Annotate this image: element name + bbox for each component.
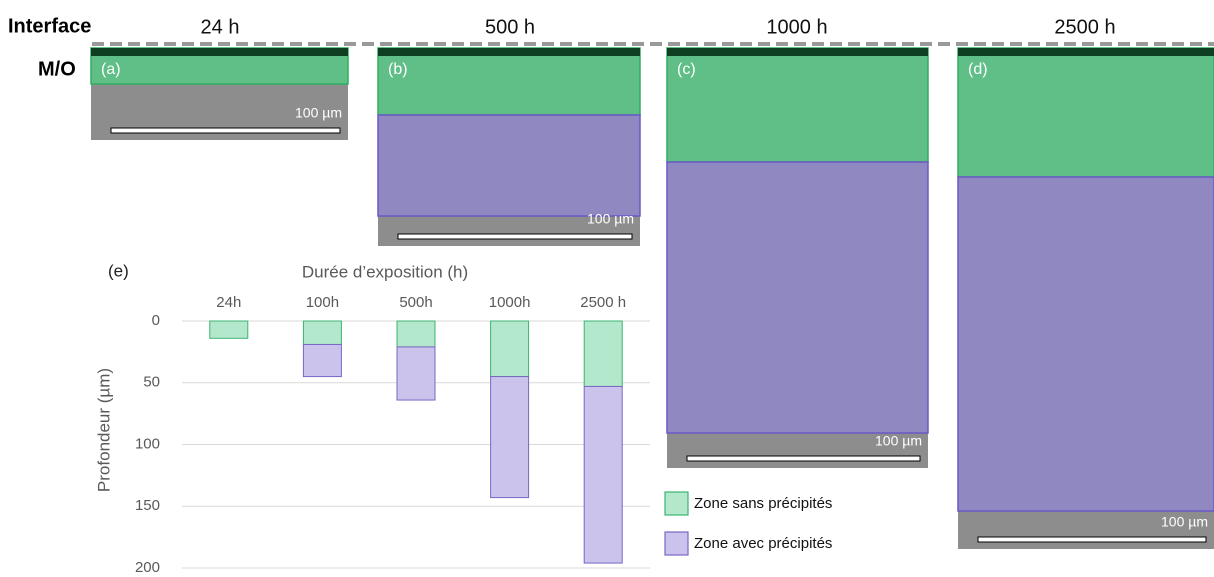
scale-bar xyxy=(397,233,633,240)
zone-precipitate xyxy=(666,161,929,434)
zone-no-precipitate xyxy=(377,47,641,116)
zone-no-precipitate xyxy=(957,47,1214,178)
panel-label: (b) xyxy=(388,61,408,78)
legend-swatch xyxy=(664,531,689,556)
zone-precipitate xyxy=(377,114,641,217)
panel-time: 1000 h xyxy=(766,16,827,38)
bar xyxy=(396,320,436,348)
x-tick-label: 100h xyxy=(306,294,339,311)
scale-bar xyxy=(686,455,921,462)
oxide-layer xyxy=(378,48,640,56)
scale-bar xyxy=(977,536,1207,543)
x-tick-label: 1000h xyxy=(489,294,531,311)
row-label: Interface xyxy=(8,15,91,37)
panel-label: (c) xyxy=(677,61,696,78)
bar xyxy=(490,376,530,499)
legend-label: Zone avec précipités xyxy=(694,535,832,552)
x-tick-label: 2500 h xyxy=(580,294,626,311)
bar xyxy=(302,320,342,345)
legend-label: Zone sans précipités xyxy=(694,495,832,512)
y-tick-label: 200 xyxy=(135,559,160,576)
oxide-layer xyxy=(958,48,1214,56)
panel-label: (d) xyxy=(968,61,988,78)
scale-bar xyxy=(110,127,341,134)
row-label: M/O xyxy=(38,58,76,80)
bar xyxy=(396,346,436,401)
panel-label: (e) xyxy=(108,261,129,280)
y-tick-label: 50 xyxy=(143,374,160,391)
bar xyxy=(583,385,623,564)
x-axis-title: Durée d’exposition (h) xyxy=(302,262,468,281)
panel-time: 500 h xyxy=(485,16,535,38)
oxide-layer xyxy=(91,48,348,56)
x-tick-label: 24h xyxy=(216,294,241,311)
oxide-layer xyxy=(667,48,928,56)
bar xyxy=(302,343,342,378)
bar xyxy=(490,320,530,378)
x-tick-label: 500h xyxy=(399,294,432,311)
legend-swatch xyxy=(664,491,689,516)
zone-no-precipitate xyxy=(666,47,929,163)
y-tick-label: 100 xyxy=(135,435,160,452)
y-axis-title: Profondeur (µm) xyxy=(94,368,113,492)
scale-label: 100 µm xyxy=(587,211,634,227)
panel-time: 2500 h xyxy=(1054,16,1115,38)
scale-label: 100 µm xyxy=(295,105,342,121)
panel-time: 24 h xyxy=(201,16,240,38)
scale-label: 100 µm xyxy=(1161,514,1208,530)
bar xyxy=(209,320,249,339)
scale-label: 100 µm xyxy=(875,433,922,449)
bar xyxy=(583,320,623,387)
panel-label: (a) xyxy=(101,61,121,78)
zone-precipitate xyxy=(957,176,1214,512)
y-tick-label: 150 xyxy=(135,497,160,514)
y-tick-label: 0 xyxy=(152,312,160,329)
